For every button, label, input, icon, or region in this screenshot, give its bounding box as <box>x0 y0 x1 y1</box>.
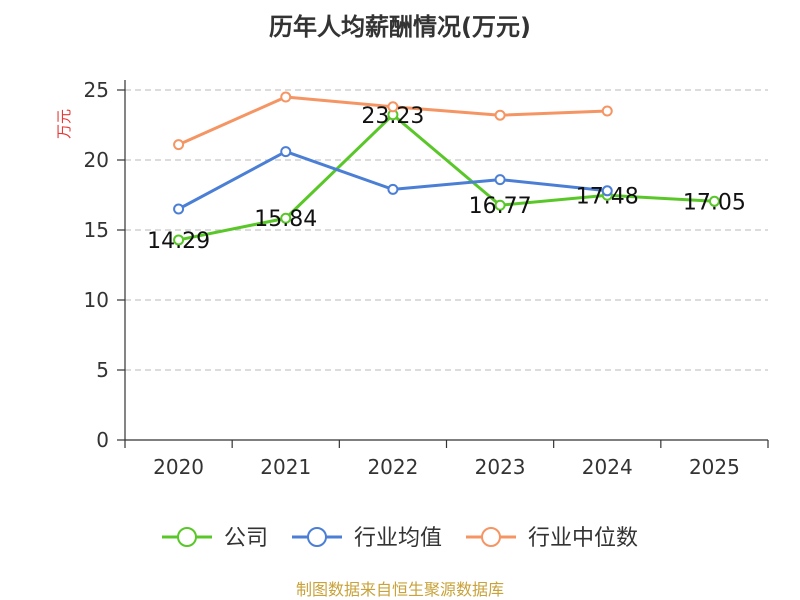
x-tick-label: 2025 <box>689 455 740 479</box>
legend-label: 行业中位数 <box>528 526 638 551</box>
source-note: 制图数据来自恒生聚源数据库 <box>296 580 504 599</box>
data-point[interactable] <box>280 212 292 224</box>
data-point[interactable] <box>387 183 399 195</box>
data-point[interactable] <box>494 174 506 186</box>
x-tick-label: 2022 <box>367 455 418 479</box>
y-tick-labels: 0 5 10 15 20 25 <box>84 78 109 452</box>
legend-item-0[interactable]: 公司 <box>162 526 268 551</box>
data-point[interactable] <box>601 105 613 117</box>
x-tick-label: 2020 <box>153 455 204 479</box>
series-2 <box>173 91 613 151</box>
x-tick-label: 2021 <box>260 455 311 479</box>
legend-item-1[interactable]: 行业均值 <box>292 526 442 551</box>
data-labels: 14.29 15.84 23.23 16.77 17.48 17.05 <box>147 104 746 254</box>
data-label: 17.48 <box>576 184 639 209</box>
series-0 <box>173 109 720 246</box>
legend-marker <box>481 527 501 547</box>
y-tick-label: 15 <box>84 218 109 242</box>
series-line <box>178 113 715 242</box>
y-tick-label: 25 <box>84 78 109 102</box>
axes <box>117 80 769 448</box>
data-point[interactable] <box>601 185 613 197</box>
data-label: 14.29 <box>147 229 210 254</box>
data-point[interactable] <box>280 91 292 103</box>
legend-marker <box>307 527 327 547</box>
series-layer <box>173 91 720 246</box>
x-tick-labels: 2020 2021 2022 2023 2024 2025 <box>153 455 740 479</box>
data-label: 17.05 <box>683 190 746 215</box>
data-point[interactable] <box>173 203 185 215</box>
series-1 <box>173 146 613 215</box>
data-label: 16.77 <box>469 194 532 219</box>
y-tick-label: 5 <box>96 358 109 382</box>
legend-item-2[interactable]: 行业中位数 <box>466 526 638 551</box>
data-point[interactable] <box>173 234 185 246</box>
legend-label: 公司 <box>224 526 268 551</box>
legend-label: 行业均值 <box>354 526 442 551</box>
data-point[interactable] <box>387 101 399 113</box>
data-point[interactable] <box>173 139 185 151</box>
x-tick-label: 2024 <box>582 455 633 479</box>
data-point[interactable] <box>494 199 506 211</box>
data-point[interactable] <box>280 146 292 158</box>
y-axis-label: 万元 <box>55 109 73 139</box>
chart-title: 历年人均薪酬情况(万元) <box>269 13 531 41</box>
y-tick-label: 10 <box>84 288 109 312</box>
y-tick-label: 20 <box>84 148 109 172</box>
y-tick-label: 0 <box>96 428 109 452</box>
data-point[interactable] <box>708 195 720 207</box>
data-point[interactable] <box>494 109 506 121</box>
legend[interactable]: 公司 行业均值 行业中位数 <box>162 526 638 551</box>
data-label: 15.84 <box>254 207 317 232</box>
data-label: 23.23 <box>361 104 424 129</box>
x-tick-label: 2023 <box>475 455 526 479</box>
legend-marker <box>177 527 197 547</box>
